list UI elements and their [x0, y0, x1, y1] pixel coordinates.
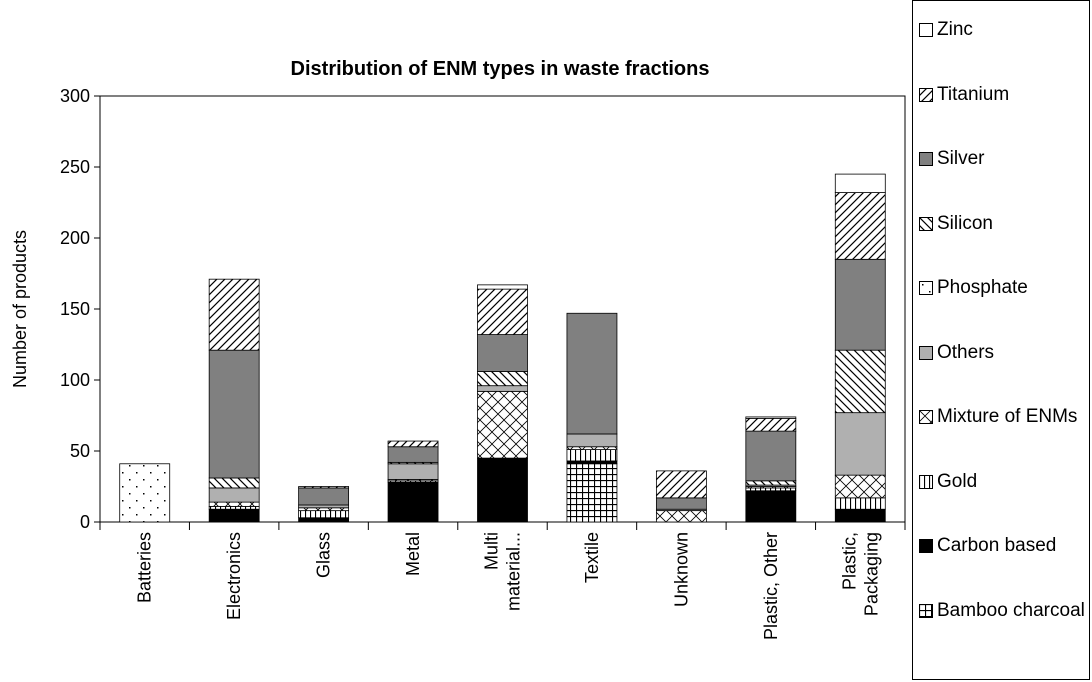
bar-segment [834, 508, 886, 523]
legend-item: Titanium [919, 80, 1089, 110]
bar-segment [566, 312, 618, 435]
bar-segment [387, 463, 439, 480]
legend-label: Others [937, 341, 995, 363]
legend-item: Gold [919, 467, 1089, 497]
x-tick-label: Plastic, Packaging [839, 532, 881, 616]
x-tick-label: Batteries [135, 532, 155, 603]
bar-segment [208, 477, 260, 489]
bar-segment [477, 385, 528, 392]
y-tick-label: 250 [60, 157, 90, 177]
bar-segment [566, 446, 618, 450]
bar-segment [387, 481, 439, 523]
legend-swatch [919, 152, 933, 166]
x-tick-label: Electronics [224, 532, 244, 620]
legend-item: Carbon based [919, 531, 1089, 561]
legend-item: Silver [919, 144, 1089, 174]
legend-swatch [919, 281, 933, 295]
x-tick-label: Unknown [671, 532, 691, 607]
bar-segment [566, 460, 618, 465]
bar-segment [477, 284, 528, 290]
y-tick-label: 100 [60, 370, 90, 390]
bar-segment [655, 497, 707, 510]
legend-swatch [919, 345, 933, 360]
x-tick-label: Multi material... [482, 532, 524, 611]
bar-segment [745, 487, 797, 492]
y-tick-label: 50 [70, 441, 90, 461]
legend-swatch [919, 87, 933, 102]
bar-segment [834, 497, 886, 510]
bar-segment [834, 173, 886, 193]
bar-segment [208, 501, 260, 507]
legend-item: Zinc [919, 15, 1089, 45]
bar-segment [834, 412, 886, 476]
legend-label: Silicon [937, 212, 993, 234]
bar-segment [834, 192, 886, 260]
bar-segment [834, 349, 886, 414]
legend-label: Mixture of ENMs [937, 406, 1078, 427]
bar-segment [298, 504, 350, 509]
legend-label: Gold [937, 470, 978, 492]
y-tick-label: 150 [60, 299, 90, 319]
bar-segment [298, 517, 350, 523]
legend-swatch [919, 603, 933, 618]
legend-item: Silicon [919, 209, 1089, 239]
bar-segment [298, 487, 350, 506]
legend-label: Zinc [937, 19, 973, 40]
legend-swatch [919, 216, 933, 231]
bar-segment [745, 430, 797, 482]
legend-swatch [919, 410, 933, 424]
bar-segment [655, 510, 707, 523]
bar-segment [208, 487, 260, 503]
legend-label: Bamboo charcoal [937, 599, 1085, 621]
bar-segment [566, 449, 618, 462]
legend-swatch [919, 474, 933, 489]
bar-segment [566, 463, 618, 523]
y-tick-label: 200 [60, 228, 90, 248]
bar-segment [208, 278, 260, 351]
bar-segment [566, 433, 618, 448]
y-tick-label: 300 [60, 86, 90, 106]
bar-segment [208, 349, 260, 479]
legend-swatch [919, 539, 933, 553]
bar-segment [298, 510, 350, 519]
legend-label: Silver [937, 148, 985, 169]
bar-segment [298, 486, 350, 489]
bar-segment [477, 457, 528, 523]
chart: Distribution of ENM types in waste fract… [10, 58, 906, 640]
x-tick-label: Metal [403, 532, 423, 576]
bar-segment [745, 417, 797, 432]
legend-label: Titanium [937, 83, 1010, 105]
chart-title: Distribution of ENM types in waste fract… [291, 58, 710, 80]
bar-segment [119, 463, 171, 523]
bar-segment [208, 505, 260, 510]
bar-segment [477, 334, 528, 372]
x-tick-label: Glass [314, 532, 334, 578]
bar-segment [655, 470, 707, 499]
legend-item: Bamboo charcoal [919, 596, 1089, 626]
bar-segment [745, 416, 797, 419]
bar-segment [477, 288, 528, 335]
bar-segment [745, 490, 797, 523]
bar-segment [834, 474, 886, 499]
bar-segment [745, 480, 797, 486]
bar-segment [834, 258, 886, 351]
bar-segment [208, 508, 260, 523]
bar-segment [387, 440, 439, 448]
legend-swatch [919, 23, 933, 37]
legend: Zinc Titanium Silver Silicon Phosphate Others… [912, 0, 1090, 680]
bar-segment [477, 371, 528, 387]
legend-item: Mixture of ENMs [919, 402, 1089, 432]
legend-item: Phosphate [919, 273, 1089, 303]
y-tick-label: 0 [80, 512, 90, 532]
bar-segment [298, 507, 350, 512]
legend-item: Others [919, 338, 1089, 368]
x-tick-label: Plastic, Other [761, 532, 781, 640]
bar-segment [387, 446, 439, 463]
legend-label: Phosphate [937, 277, 1028, 298]
legend-label: Carbon based [937, 535, 1057, 556]
x-tick-label: Textile [582, 532, 602, 583]
y-axis-label: Number of products [10, 230, 30, 388]
bar-segment [477, 390, 528, 459]
